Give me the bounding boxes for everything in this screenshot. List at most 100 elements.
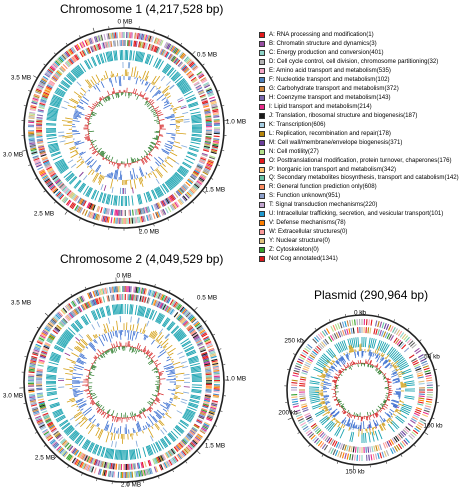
legend-swatch xyxy=(259,68,265,75)
legend-label: Z: Cytoskeleton(0) xyxy=(269,245,319,253)
legend-item: Y: Nuclear structure(0) xyxy=(259,237,471,246)
legend-swatch xyxy=(259,139,265,146)
legend-swatch xyxy=(259,238,265,245)
legend-item: P: Inorganic ion transport and metabolis… xyxy=(259,165,471,174)
legend-label: Y: Nuclear structure(0) xyxy=(269,237,330,245)
legend-label: Q: Secondary metabolites biosynthesis, t… xyxy=(269,174,459,182)
legend-label: C: Energy production and conversion(401) xyxy=(269,49,384,57)
legend-label: M: Cell wall/membrane/envelope biogenesi… xyxy=(269,138,403,146)
map-graphics xyxy=(21,23,229,232)
plasmid-tick-150kb: 150 kb xyxy=(345,468,365,476)
legend-swatch xyxy=(259,175,265,182)
legend-swatch xyxy=(259,59,265,66)
plasmid-tick-0kb: 0 kb xyxy=(353,309,367,317)
legend-label: A: RNA processing and modification(1) xyxy=(269,31,374,39)
legend-swatch xyxy=(259,121,265,128)
legend-swatch xyxy=(259,32,265,39)
legend-item: W: Extracellular structures(0) xyxy=(259,228,471,237)
plasmid-tick-250kb: 250 kb xyxy=(284,337,304,345)
legend-item: J: Translation, ribosomal structure and … xyxy=(259,111,471,120)
legend-label: H: Coenzyme transport and metabolism(143… xyxy=(269,94,391,102)
legend-label: N: Cell motility(27) xyxy=(269,147,319,155)
legend-item: H: Coenzyme transport and metabolism(143… xyxy=(259,94,471,103)
legend-label: Not Cog annotated(1341) xyxy=(269,254,338,262)
chr1-tick-2.5mb: 2.5 MB xyxy=(33,210,55,218)
chr1-tick-2.0mb: 2.0 MB xyxy=(138,228,160,236)
legend-item: F: Nucleotide transport and metabolism(1… xyxy=(259,76,471,85)
legend-item: C: Energy production and conversion(401) xyxy=(259,49,471,58)
chr2-tick-2.5mb: 2.5 MB xyxy=(34,454,56,462)
legend-label: I: Lipid transport and metabolism(214) xyxy=(269,102,372,110)
legend-item: Q: Secondary metabolites biosynthesis, t… xyxy=(259,174,471,183)
legend-item: S: Function unknown(951) xyxy=(259,192,471,201)
legend-item: E: Amino acid transport and metabolism(5… xyxy=(259,67,471,76)
legend-item: U: Intracellular trafficking, secretion,… xyxy=(259,210,471,219)
chr2-tick-0.5mb: 0.5 MB xyxy=(196,294,218,302)
legend-label: G: Carbohydrate transport and metabolism… xyxy=(269,85,399,93)
legend-item: O: Posttranslational modification, prote… xyxy=(259,156,471,165)
chr2-tick-3.0mb: 3.0 MB xyxy=(2,392,24,400)
chr1-tick-3.0mb: 3.0 MB xyxy=(2,151,24,159)
legend-swatch xyxy=(259,77,265,84)
chr2-tick-1.5mb: 1.5 MB xyxy=(204,442,226,450)
legend-swatch xyxy=(259,211,265,218)
legend-item: L: Replication, recombination and repair… xyxy=(259,129,471,138)
legend-item: T: Signal transduction mechanisms(220) xyxy=(259,201,471,210)
legend-swatch xyxy=(259,246,265,253)
legend-swatch xyxy=(259,255,265,262)
legend-item: V: Defense mechanisms(78) xyxy=(259,219,471,228)
chr1-tick-1.0mb: 1.0 MB xyxy=(225,118,247,126)
legend-swatch xyxy=(259,41,265,48)
legend-item: B: Chromatin structure and dynamics(3) xyxy=(259,40,471,49)
legend-label: W: Extracellular structures(0) xyxy=(269,228,348,236)
legend-item: N: Cell motility(27) xyxy=(259,147,471,156)
legend-label: V: Defense mechanisms(78) xyxy=(269,219,346,227)
legend-swatch xyxy=(259,148,265,155)
legend-swatch xyxy=(259,130,265,137)
chr1-tick-1.5mb: 1.5 MB xyxy=(204,186,226,194)
legend-swatch xyxy=(259,95,265,102)
plasmid-tick-50kb: 50 kb xyxy=(424,353,440,361)
legend-label: R: General function prediction only(608) xyxy=(269,183,377,191)
map-graphics xyxy=(19,277,229,487)
plasmid-tick-100kb: 100 kb xyxy=(423,422,443,430)
legend-swatch xyxy=(259,202,265,209)
chromosome-2-title: Chromosome 2 (4,049,529 bp) xyxy=(60,252,224,266)
legend-label: L: Replication, recombination and repair… xyxy=(269,129,391,137)
legend-label: S: Function unknown(951) xyxy=(269,192,341,200)
legend-swatch xyxy=(259,166,265,173)
chr2-tick-3.5mb: 3.5 MB xyxy=(10,299,32,307)
legend-label: T: Signal transduction mechanisms(220) xyxy=(269,201,378,209)
chr1-tick-3.5mb: 3.5 MB xyxy=(10,74,32,82)
legend-item: K: Transcription(606) xyxy=(259,120,471,129)
legend-swatch xyxy=(259,50,265,57)
legend-swatch xyxy=(259,112,265,119)
legend-swatch xyxy=(259,220,265,227)
legend-item: R: General function prediction only(608) xyxy=(259,183,471,192)
legend-item: I: Lipid transport and metabolism(214) xyxy=(259,103,471,112)
legend-label: U: Intracellular trafficking, secretion,… xyxy=(269,210,444,218)
legend-label: K: Transcription(606) xyxy=(269,120,326,128)
chr1-tick-0.5mb: 0.5 MB xyxy=(196,51,218,59)
chr2-tick-2.0mb: 2.0 MB xyxy=(120,481,142,489)
legend-item: A: RNA processing and modification(1) xyxy=(259,31,471,40)
chromosome-1-title: Chromosome 1 (4,217,528 bp) xyxy=(60,2,224,16)
chr1-tick-0mb: 0 MB xyxy=(117,18,133,26)
legend-swatch xyxy=(259,157,265,164)
legend-swatch xyxy=(259,193,265,200)
legend-item: D: Cell cycle control, cell division, ch… xyxy=(259,58,471,67)
chr2-tick-1.0mb: 1.0 MB xyxy=(225,375,247,383)
legend-item: Not Cog annotated(1341) xyxy=(259,254,471,263)
legend-item: M: Cell wall/membrane/envelope biogenesi… xyxy=(259,138,471,147)
legend-label: O: Posttranslational modification, prote… xyxy=(269,156,452,164)
plasmid-tick-200kb: 200 kb xyxy=(278,409,298,417)
map-graphics xyxy=(284,310,440,470)
legend-swatch xyxy=(259,103,265,110)
legend-label: E: Amino acid transport and metabolism(5… xyxy=(269,67,391,75)
legend-label: D: Cell cycle control, cell division, ch… xyxy=(269,58,439,66)
legend-swatch xyxy=(259,184,265,191)
legend-label: F: Nucleotide transport and metabolism(1… xyxy=(269,76,390,84)
